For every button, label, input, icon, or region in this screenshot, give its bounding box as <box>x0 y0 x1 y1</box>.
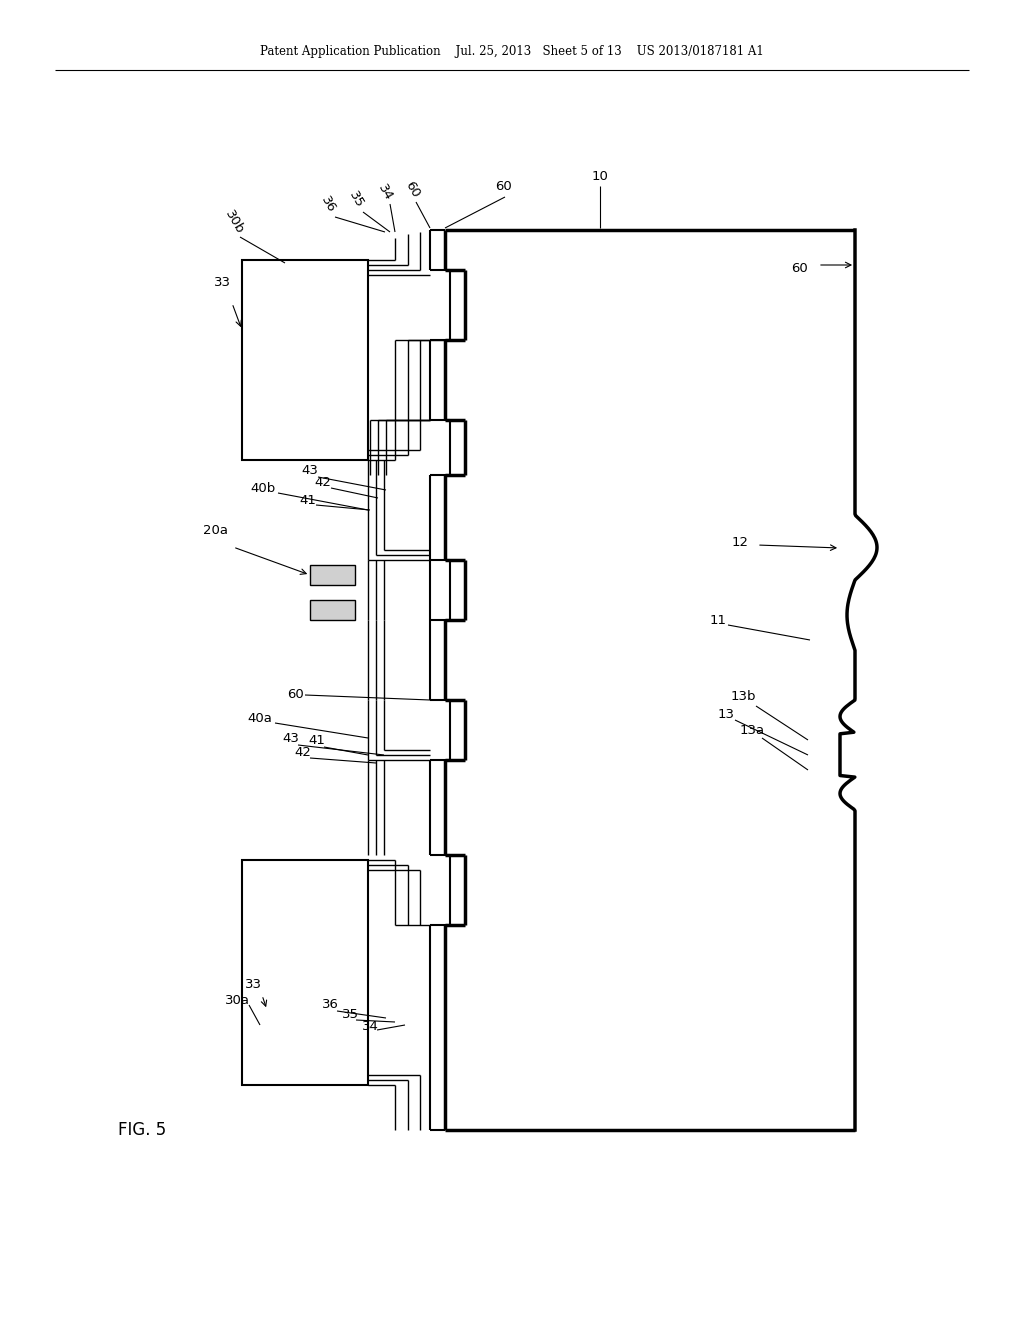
Text: 60: 60 <box>495 181 511 194</box>
Text: 13a: 13a <box>739 723 765 737</box>
Text: 60: 60 <box>287 689 303 701</box>
Text: Patent Application Publication    Jul. 25, 2013   Sheet 5 of 13    US 2013/01871: Patent Application Publication Jul. 25, … <box>260 45 764 58</box>
Text: FIG. 5: FIG. 5 <box>118 1121 166 1139</box>
Text: 13: 13 <box>718 708 734 721</box>
Text: 34: 34 <box>375 182 395 203</box>
Text: 10: 10 <box>592 170 608 183</box>
Text: 35: 35 <box>346 189 366 211</box>
Text: 12: 12 <box>731 536 749 549</box>
Text: 11: 11 <box>710 614 726 627</box>
Text: 20a: 20a <box>204 524 228 536</box>
Text: 33: 33 <box>245 978 261 990</box>
Text: 36: 36 <box>322 998 339 1011</box>
Polygon shape <box>310 565 355 585</box>
Polygon shape <box>310 601 355 620</box>
Text: 33: 33 <box>213 276 230 289</box>
Text: 43: 43 <box>283 731 299 744</box>
Text: 30b: 30b <box>222 207 246 236</box>
Text: 30a: 30a <box>224 994 250 1006</box>
Text: 40b: 40b <box>251 482 275 495</box>
Text: 41: 41 <box>300 494 316 507</box>
Text: 42: 42 <box>295 746 311 759</box>
Text: 41: 41 <box>308 734 326 747</box>
Text: 40a: 40a <box>248 711 272 725</box>
Text: 34: 34 <box>361 1020 379 1034</box>
Polygon shape <box>242 861 368 1085</box>
Text: 42: 42 <box>314 477 332 490</box>
Text: 60: 60 <box>792 261 808 275</box>
Polygon shape <box>242 260 368 459</box>
Text: 60: 60 <box>402 180 422 201</box>
Text: 13b: 13b <box>730 690 756 704</box>
Text: 36: 36 <box>318 194 338 215</box>
Text: 43: 43 <box>301 463 318 477</box>
Text: 35: 35 <box>341 1008 358 1022</box>
